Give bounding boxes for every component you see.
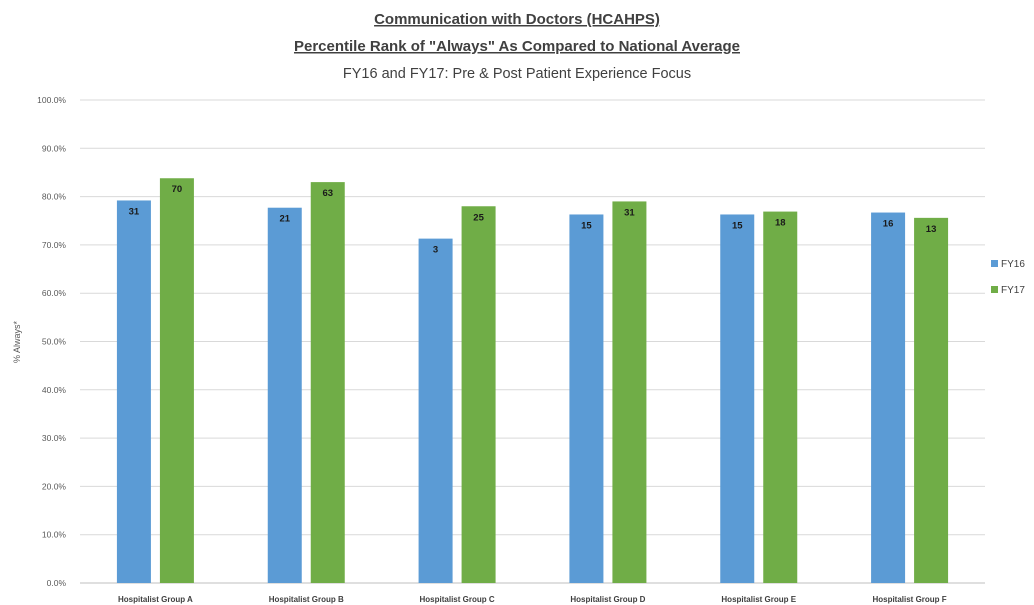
- y-axis-title: % Always*: [12, 321, 22, 364]
- x-tick-label: Hospitalist Group E: [721, 595, 796, 604]
- y-tick-label: 80.0%: [42, 192, 67, 202]
- y-tick-label: 10.0%: [42, 530, 67, 540]
- chart-subtitle-2: FY16 and FY17: Pre & Post Patient Experi…: [343, 66, 691, 82]
- legend-swatch-fy17: [991, 286, 998, 293]
- data-label: 18: [775, 218, 786, 229]
- y-tick-label: 40.0%: [42, 385, 67, 395]
- data-label: 13: [926, 224, 937, 235]
- data-label: 3: [433, 245, 438, 256]
- bars: [116, 178, 949, 584]
- bar-fy17: [914, 217, 949, 584]
- bar-fy16: [569, 214, 604, 583]
- x-tick-label: Hospitalist Group B: [269, 595, 344, 604]
- chart-title: Communication with Doctors (HCAHPS): [374, 11, 660, 28]
- y-tick-label: 0.0%: [47, 578, 67, 588]
- legend: FY16 FY17: [991, 259, 1025, 296]
- y-tick-label: 90.0%: [42, 143, 67, 153]
- legend-label-fy17: FY17: [1001, 285, 1025, 296]
- bar-fy17: [612, 201, 647, 583]
- data-label: 70: [172, 184, 183, 195]
- chart-subtitle: Percentile Rank of "Always" As Compared …: [294, 38, 740, 55]
- x-tick-label: Hospitalist Group C: [420, 595, 495, 604]
- bar-fy16: [418, 238, 453, 583]
- y-tick-label: 70.0%: [42, 240, 67, 250]
- bar-fy16: [720, 214, 755, 583]
- data-label: 15: [732, 220, 743, 231]
- bar-fy16: [267, 207, 302, 584]
- x-tick-label: Hospitalist Group A: [118, 595, 193, 604]
- data-label: 25: [473, 212, 484, 223]
- bar-fy17: [159, 178, 194, 583]
- y-tick-label: 60.0%: [42, 288, 67, 298]
- data-label: 31: [129, 206, 140, 217]
- labels: 0.0% 10.0% 20.0% 30.0% 40.0% 50.0% 60.0% 70.0% 8…: [37, 95, 947, 604]
- data-label: 16: [883, 219, 894, 230]
- bar-fy16: [116, 200, 151, 584]
- data-label: 15: [581, 220, 592, 231]
- data-label: 31: [624, 207, 635, 218]
- x-tick-label: Hospitalist Group F: [872, 595, 946, 604]
- bar-fy17: [310, 182, 345, 584]
- bar-fy17: [763, 211, 798, 583]
- x-tick-label: Hospitalist Group D: [570, 595, 645, 604]
- legend-swatch-fy16: [991, 260, 998, 267]
- y-tick-label: 20.0%: [42, 481, 67, 491]
- bar-fy17: [461, 206, 496, 583]
- gridlines: [80, 99, 985, 584]
- data-label: 21: [279, 214, 290, 225]
- y-tick-label: 50.0%: [42, 337, 67, 347]
- bar-fy16: [871, 212, 906, 583]
- y-tick-label: 30.0%: [42, 433, 67, 443]
- legend-label-fy16: FY16: [1001, 259, 1025, 270]
- y-tick-label: 100.0%: [37, 95, 66, 105]
- data-label: 63: [322, 188, 333, 199]
